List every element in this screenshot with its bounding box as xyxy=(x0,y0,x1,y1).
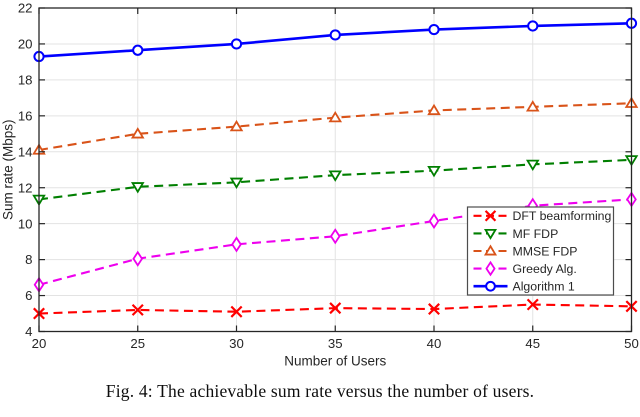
svg-text:40: 40 xyxy=(427,336,442,351)
legend-item-mmse-fdp: MMSE FDP xyxy=(473,244,578,258)
svg-text:22: 22 xyxy=(18,1,33,16)
legend: DFT beamforming MF FDP MMSE FDP Greedy Alg.… xyxy=(466,206,615,296)
x-axis-label: Number of Users xyxy=(284,354,386,369)
svg-text:35: 35 xyxy=(328,336,343,351)
legend-label: MF FDP xyxy=(513,227,559,241)
sum-rate-vs-users-chart: 20 25 30 35 40 45 50 4 6 8 10 12 14 16 18 20 22 Number of… xyxy=(1,1,639,369)
svg-text:25: 25 xyxy=(130,336,145,351)
svg-text:50: 50 xyxy=(624,336,639,351)
legend-label: DFT beamforming xyxy=(513,209,612,223)
svg-text:30: 30 xyxy=(229,336,244,351)
series-greedy-alg xyxy=(33,191,637,293)
legend-label: MMSE FDP xyxy=(513,244,578,258)
legend-label: Algorithm 1 xyxy=(513,280,575,294)
svg-text:45: 45 xyxy=(525,336,540,351)
x-tick-labels: 20 25 30 35 40 45 50 xyxy=(32,336,639,351)
svg-text:10: 10 xyxy=(18,216,33,231)
svg-text:4: 4 xyxy=(25,324,32,339)
legend-item-mf-fdp: MF FDP xyxy=(473,227,559,241)
svg-text:18: 18 xyxy=(18,72,33,87)
svg-text:16: 16 xyxy=(18,108,33,123)
y-axis-label: Sum rate (Mbps) xyxy=(1,119,16,220)
legend-item-algorithm-1: Algorithm 1 xyxy=(473,280,575,294)
svg-text:14: 14 xyxy=(18,144,33,159)
svg-text:12: 12 xyxy=(18,180,33,195)
axis-ticks xyxy=(38,7,633,333)
legend-item-greedy-alg: Greedy Alg. xyxy=(473,260,577,277)
y-tick-labels: 4 6 8 10 12 14 16 18 20 22 xyxy=(18,1,33,340)
svg-text:20: 20 xyxy=(32,336,47,351)
svg-text:8: 8 xyxy=(25,252,32,267)
svg-text:6: 6 xyxy=(25,288,32,303)
svg-text:20: 20 xyxy=(18,37,33,52)
figure-caption: Fig. 4: The achievable sum rate versus t… xyxy=(105,381,535,401)
legend-box xyxy=(466,206,615,296)
legend-item-dft-beamforming: DFT beamforming xyxy=(473,209,612,223)
legend-label: Greedy Alg. xyxy=(513,262,577,276)
